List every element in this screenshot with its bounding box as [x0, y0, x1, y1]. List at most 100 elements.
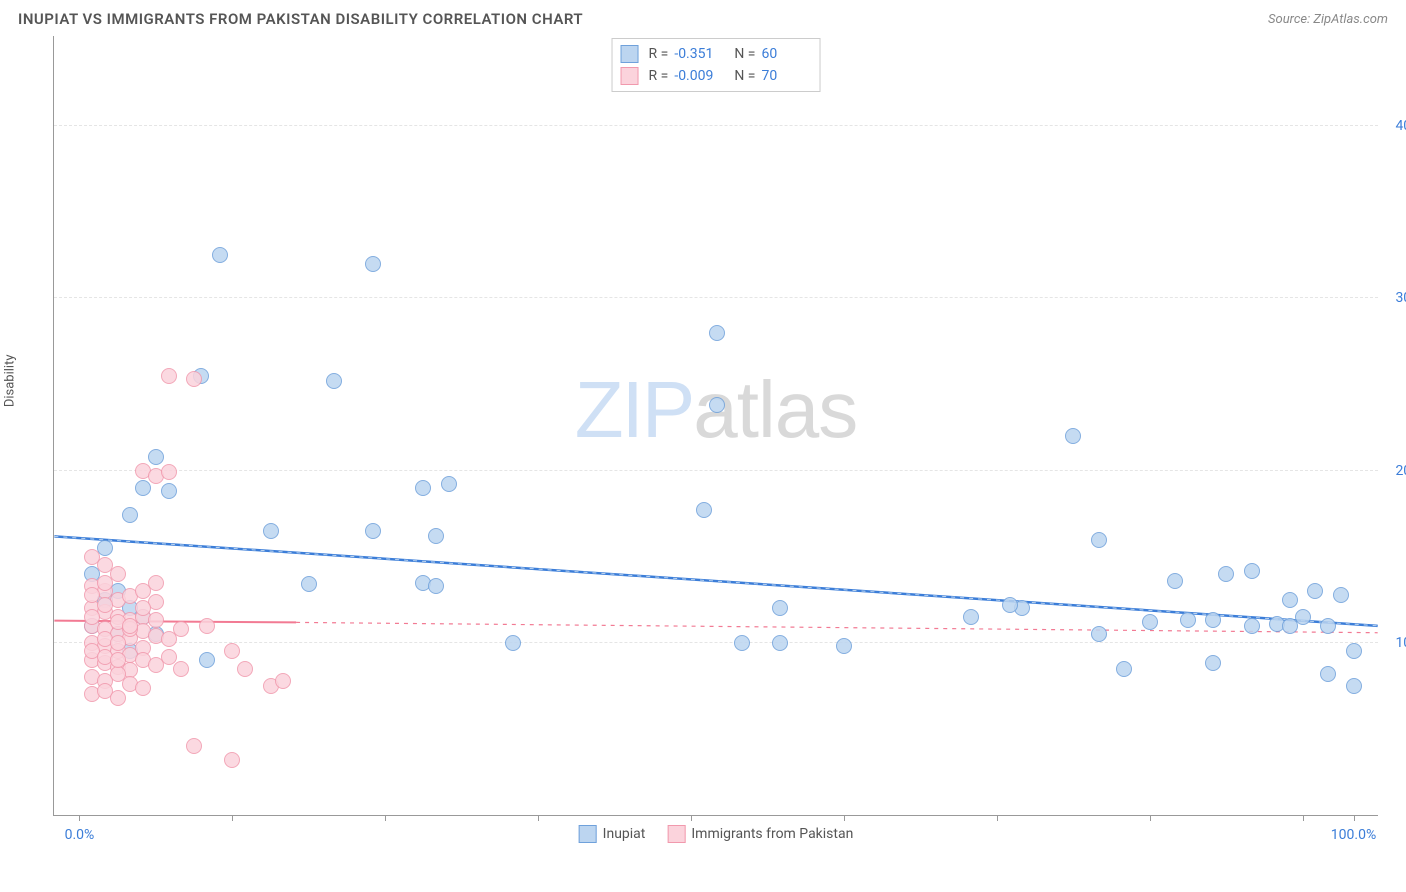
r-label: R = — [649, 43, 669, 65]
data-point — [237, 661, 253, 677]
data-point — [963, 609, 979, 625]
x-tick — [385, 815, 386, 821]
data-point — [186, 371, 202, 387]
data-point — [122, 507, 138, 523]
data-point — [148, 449, 164, 465]
source-label: Source: ZipAtlas.com — [1268, 12, 1388, 27]
r-label: R = — [649, 65, 669, 87]
data-point — [1320, 666, 1336, 682]
data-point — [1205, 612, 1221, 628]
data-point — [122, 618, 138, 634]
data-point — [1116, 661, 1132, 677]
data-point — [84, 609, 100, 625]
data-point — [199, 652, 215, 668]
data-point — [1295, 609, 1311, 625]
gridline — [54, 470, 1378, 471]
x-tick — [1150, 815, 1151, 821]
data-point — [224, 643, 240, 659]
x-tick — [844, 815, 845, 821]
data-point — [428, 578, 444, 594]
data-point — [1205, 655, 1221, 671]
legend-swatch — [579, 825, 597, 843]
data-point — [836, 638, 852, 654]
scatter-plot: ZIPatlas R = -0.351 N = 60R = -0.009 N =… — [53, 36, 1378, 816]
data-point — [135, 480, 151, 496]
data-point — [110, 635, 126, 651]
x-tick — [1354, 815, 1355, 821]
trend-lines — [54, 36, 1378, 815]
data-point — [709, 397, 725, 413]
r-value: -0.351 — [674, 43, 724, 65]
legend-item: Inupiat — [579, 825, 646, 843]
n-value: 60 — [761, 43, 811, 65]
data-point — [1142, 614, 1158, 630]
legend-label: Inupiat — [603, 826, 646, 842]
data-point — [709, 325, 725, 341]
data-point — [1218, 566, 1234, 582]
data-point — [1282, 592, 1298, 608]
x-tick — [538, 815, 539, 821]
data-point — [148, 612, 164, 628]
data-point — [110, 652, 126, 668]
y-axis-label: Disability — [3, 354, 18, 407]
legend-label: Immigrants from Pakistan — [691, 826, 853, 842]
y-tick-label: 40.0% — [1395, 118, 1406, 134]
n-value: 70 — [761, 65, 811, 87]
x-tick — [691, 815, 692, 821]
data-point — [148, 575, 164, 591]
legend-item: Immigrants from Pakistan — [667, 825, 853, 843]
data-point — [428, 528, 444, 544]
x-tick — [232, 815, 233, 821]
data-point — [186, 738, 202, 754]
data-point — [301, 576, 317, 592]
data-point — [97, 597, 113, 613]
data-point — [161, 464, 177, 480]
data-point — [212, 247, 228, 263]
data-point — [734, 635, 750, 651]
r-value: -0.009 — [674, 65, 724, 87]
data-point — [1320, 618, 1336, 634]
data-point — [161, 483, 177, 499]
data-point — [1167, 573, 1183, 589]
data-point — [135, 600, 151, 616]
stats-row: R = -0.009 N = 70 — [621, 65, 812, 87]
data-point — [1244, 618, 1260, 634]
data-point — [696, 502, 712, 518]
data-point — [263, 523, 279, 539]
data-point — [173, 661, 189, 677]
x-tick — [79, 815, 80, 821]
data-point — [1244, 563, 1260, 579]
legend-swatch — [667, 825, 685, 843]
watermark-zip: ZIP — [575, 365, 693, 454]
data-point — [110, 690, 126, 706]
data-point — [1065, 428, 1081, 444]
data-point — [161, 368, 177, 384]
data-point — [84, 587, 100, 603]
data-point — [224, 752, 240, 768]
data-point — [97, 575, 113, 591]
data-point — [1002, 597, 1018, 613]
data-point — [1091, 532, 1107, 548]
data-point — [1346, 678, 1362, 694]
gridline — [54, 642, 1378, 643]
data-point — [415, 480, 431, 496]
gridline — [54, 297, 1378, 298]
data-point — [1180, 612, 1196, 628]
data-point — [135, 680, 151, 696]
data-point — [275, 673, 291, 689]
stats-legend: R = -0.351 N = 60R = -0.009 N = 70 — [612, 38, 821, 92]
data-point — [365, 256, 381, 272]
x-tick — [997, 815, 998, 821]
y-tick-label: 30.0% — [1395, 290, 1406, 306]
y-tick-label: 20.0% — [1395, 463, 1406, 479]
x-tick — [1303, 815, 1304, 821]
y-tick-label: 10.0% — [1395, 635, 1406, 651]
chart-title: INUPIAT VS IMMIGRANTS FROM PAKISTAN DISA… — [18, 10, 583, 28]
data-point — [441, 476, 457, 492]
n-label: N = — [734, 65, 755, 87]
series-legend: Inupiat Immigrants from Pakistan — [579, 825, 854, 843]
data-point — [1307, 583, 1323, 599]
legend-swatch — [621, 45, 639, 63]
n-label: N = — [734, 43, 755, 65]
x-tick-label: 100.0% — [1331, 827, 1376, 843]
